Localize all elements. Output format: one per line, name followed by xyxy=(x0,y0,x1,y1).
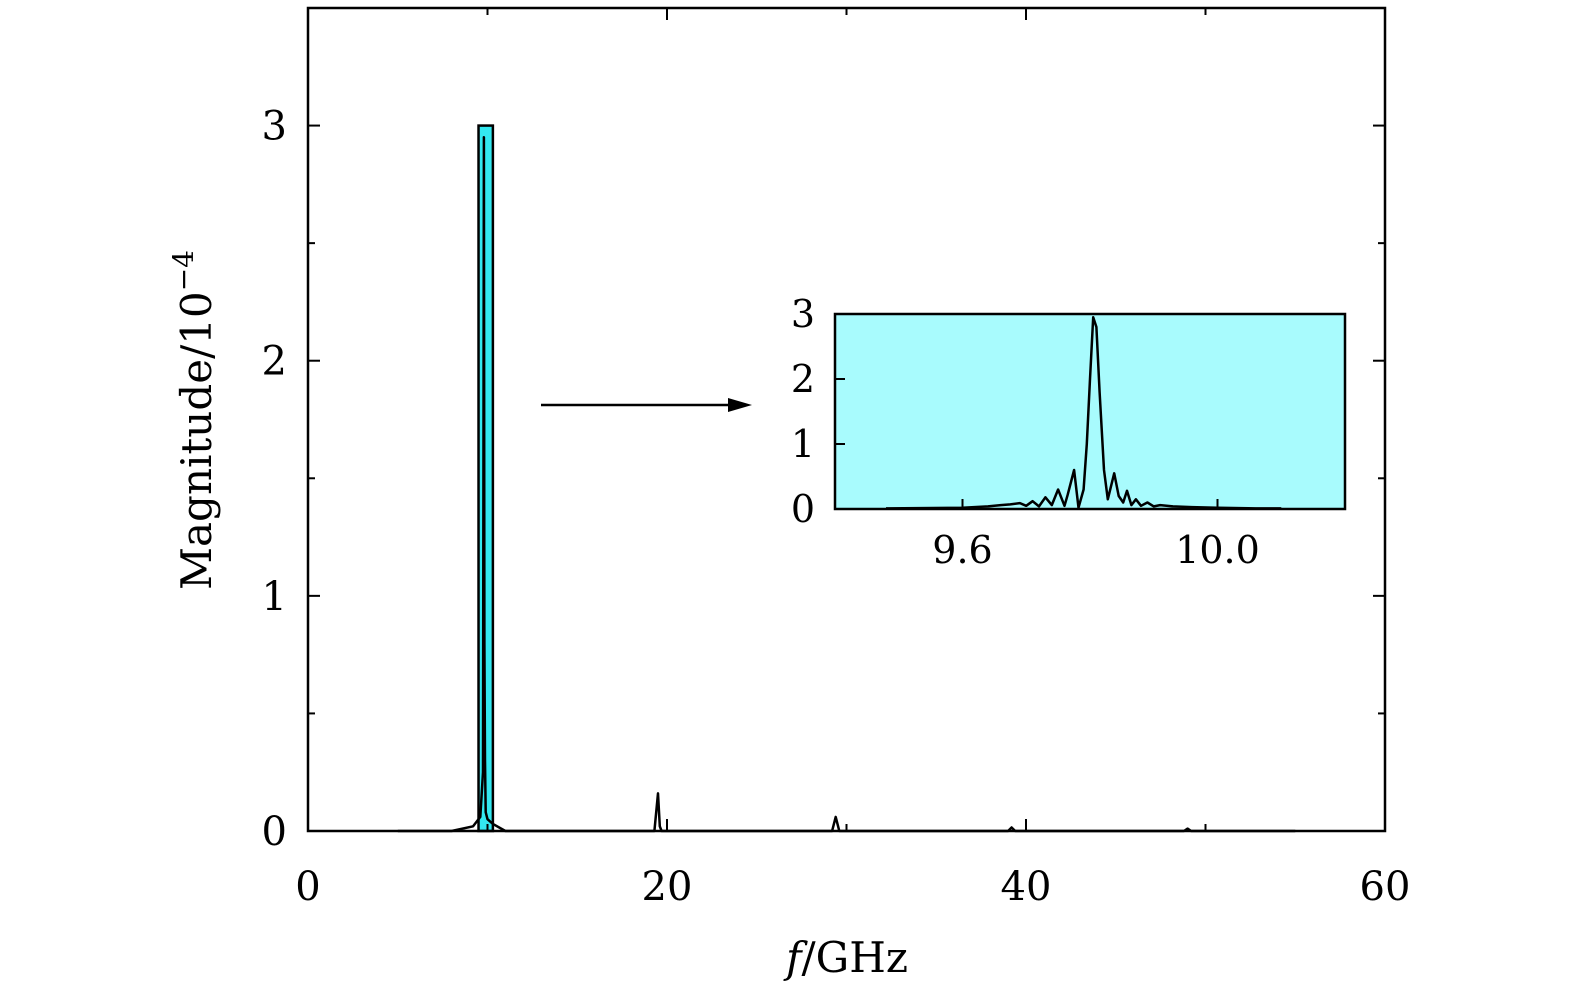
inset-frame xyxy=(833,312,1347,511)
zoom-arrow-head xyxy=(728,398,752,412)
y-axis-label-base: Magnitude/10 xyxy=(172,291,221,590)
y-axis-label-exponent: −4 xyxy=(167,250,200,291)
x-tick-label: 0 xyxy=(295,864,320,910)
inset-spectrum-line xyxy=(885,316,1282,510)
y-tick-label: 0 xyxy=(262,809,287,855)
y-axis-label: Magnitude/10−4 xyxy=(167,250,221,590)
x-tick-label: 40 xyxy=(1001,864,1052,910)
x-tick-label: 60 xyxy=(1360,864,1411,910)
inset-y-tick-label: 1 xyxy=(791,422,815,466)
inset-x-tick-label: 9.6 xyxy=(932,528,992,572)
x-axis-label: f/GHz xyxy=(783,933,908,982)
y-tick-label: 2 xyxy=(262,339,287,385)
inset-y-tick-label: 0 xyxy=(791,487,815,531)
inset-y-tick-label: 2 xyxy=(791,357,815,401)
y-tick-label: 1 xyxy=(262,574,287,620)
inset-background xyxy=(835,314,1345,509)
inset-y-tick-label: 3 xyxy=(791,292,815,336)
x-tick-label: 20 xyxy=(642,864,693,910)
x-axis-label-rest: /GHz xyxy=(802,933,908,982)
inset-x-tick-label: 10.0 xyxy=(1175,528,1260,572)
y-tick-label: 3 xyxy=(262,104,287,150)
spectrum-line xyxy=(397,136,1296,833)
